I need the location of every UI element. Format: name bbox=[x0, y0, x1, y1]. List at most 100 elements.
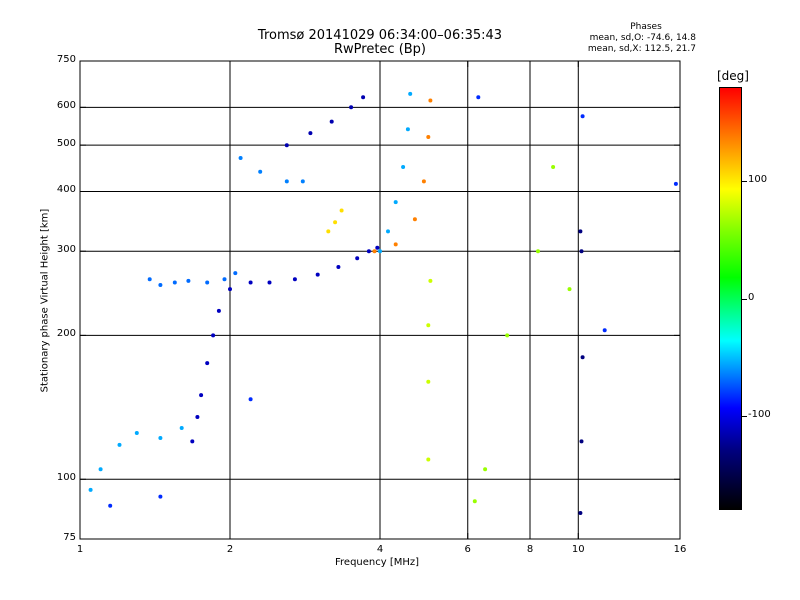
data-point bbox=[405, 127, 410, 132]
data-point bbox=[222, 277, 227, 282]
data-point bbox=[205, 361, 210, 366]
data-point bbox=[386, 229, 390, 234]
data-point bbox=[567, 287, 572, 292]
data-point bbox=[158, 494, 163, 499]
data-point bbox=[315, 272, 320, 277]
data-point bbox=[211, 333, 216, 338]
data-point bbox=[258, 169, 263, 174]
data-point bbox=[158, 436, 163, 440]
x-tick-label: 2 bbox=[226, 544, 234, 555]
data-point bbox=[158, 283, 163, 287]
data-point bbox=[267, 280, 272, 285]
y-tick-label: 600 bbox=[56, 100, 76, 112]
data-point bbox=[428, 98, 433, 103]
data-point bbox=[536, 249, 540, 254]
data-point bbox=[602, 328, 607, 333]
data-point bbox=[248, 280, 253, 285]
data-point bbox=[426, 323, 431, 328]
data-point bbox=[308, 131, 313, 136]
data-point bbox=[673, 181, 678, 186]
data-point bbox=[472, 499, 477, 504]
data-point bbox=[551, 165, 556, 169]
data-point bbox=[233, 271, 238, 276]
data-point bbox=[228, 287, 232, 292]
data-point bbox=[284, 179, 289, 184]
axis-ticks bbox=[79, 60, 681, 540]
data-point bbox=[426, 135, 431, 139]
data-point bbox=[393, 200, 398, 205]
data-point bbox=[426, 379, 431, 384]
data-point bbox=[284, 143, 289, 148]
data-point bbox=[134, 431, 139, 435]
data-point bbox=[238, 156, 243, 160]
x-tick-label: 8 bbox=[526, 544, 534, 555]
data-point bbox=[199, 393, 204, 398]
data-point bbox=[147, 277, 152, 282]
data-point bbox=[372, 249, 377, 254]
data-point bbox=[88, 487, 93, 492]
x-tick-label: 6 bbox=[464, 544, 471, 555]
data-point bbox=[172, 280, 177, 285]
y-tick-label: 200 bbox=[56, 328, 76, 340]
x-axis-label: Frequency [MHz] bbox=[335, 557, 420, 568]
y-tick-label: 300 bbox=[56, 244, 76, 256]
data-point bbox=[378, 249, 382, 254]
stats-heading: Phases bbox=[630, 22, 662, 32]
data-point bbox=[580, 355, 585, 360]
data-point bbox=[333, 220, 338, 225]
data-point bbox=[190, 439, 195, 444]
data-point bbox=[505, 333, 510, 338]
data-point bbox=[361, 95, 366, 100]
grid-lines bbox=[80, 61, 680, 539]
colorbar-unit: [deg] bbox=[717, 69, 749, 83]
colorbar-tick-label: 100 bbox=[748, 174, 768, 185]
data-point bbox=[98, 467, 103, 472]
colorbar-tick-label: -100 bbox=[748, 409, 771, 420]
data-point bbox=[426, 457, 431, 462]
data-point bbox=[579, 439, 584, 444]
data-point bbox=[578, 511, 583, 515]
phase-stats: Phases mean, sd,O: -74.6, 14.8 mean, sd,… bbox=[516, 22, 696, 55]
x-tick-label: 16 bbox=[673, 544, 687, 555]
chart-subtitle: RwPretec (Bp) bbox=[333, 42, 427, 57]
chart-title: Tromsø 20141029 06:34:00–06:35:43 bbox=[257, 28, 503, 43]
data-point bbox=[349, 105, 354, 110]
y-tick-label: 75 bbox=[63, 532, 76, 543]
data-point bbox=[205, 280, 210, 285]
colorbar-tick bbox=[742, 181, 747, 182]
data-point bbox=[336, 265, 341, 269]
data-point bbox=[412, 217, 417, 222]
data-point bbox=[421, 179, 426, 184]
scatter-points bbox=[88, 91, 678, 515]
data-point bbox=[186, 278, 191, 283]
data-point bbox=[393, 242, 398, 247]
stats-line-x: mean, sd,X: 112.5, 21.7 bbox=[587, 44, 696, 54]
data-point bbox=[216, 308, 221, 313]
x-tick-label: 4 bbox=[376, 544, 384, 555]
x-tick-label: 10 bbox=[571, 544, 585, 555]
data-point bbox=[476, 95, 481, 100]
y-tick-label: 750 bbox=[56, 54, 76, 65]
y-axis-label: Stationary phase Virtual Height [km] bbox=[39, 208, 51, 393]
data-point bbox=[579, 249, 584, 254]
data-point bbox=[408, 91, 413, 96]
data-point bbox=[117, 442, 122, 447]
y-tick-label: 100 bbox=[56, 472, 76, 484]
data-point bbox=[195, 415, 200, 419]
colorbar-tick bbox=[742, 416, 747, 417]
data-point bbox=[329, 119, 334, 124]
data-point bbox=[339, 208, 344, 213]
data-point bbox=[326, 229, 331, 234]
data-point bbox=[580, 114, 585, 119]
data-point bbox=[179, 426, 184, 430]
stats-line-o: mean, sd,O: -74.6, 14.8 bbox=[589, 33, 696, 43]
data-point bbox=[248, 397, 253, 402]
data-point bbox=[108, 503, 113, 508]
colorbar-tick bbox=[742, 299, 747, 300]
x-tick-label: 1 bbox=[76, 544, 84, 555]
data-point bbox=[292, 277, 297, 282]
data-point bbox=[366, 249, 371, 254]
data-point bbox=[483, 467, 488, 472]
colorbar-tick-label: 0 bbox=[748, 292, 755, 303]
